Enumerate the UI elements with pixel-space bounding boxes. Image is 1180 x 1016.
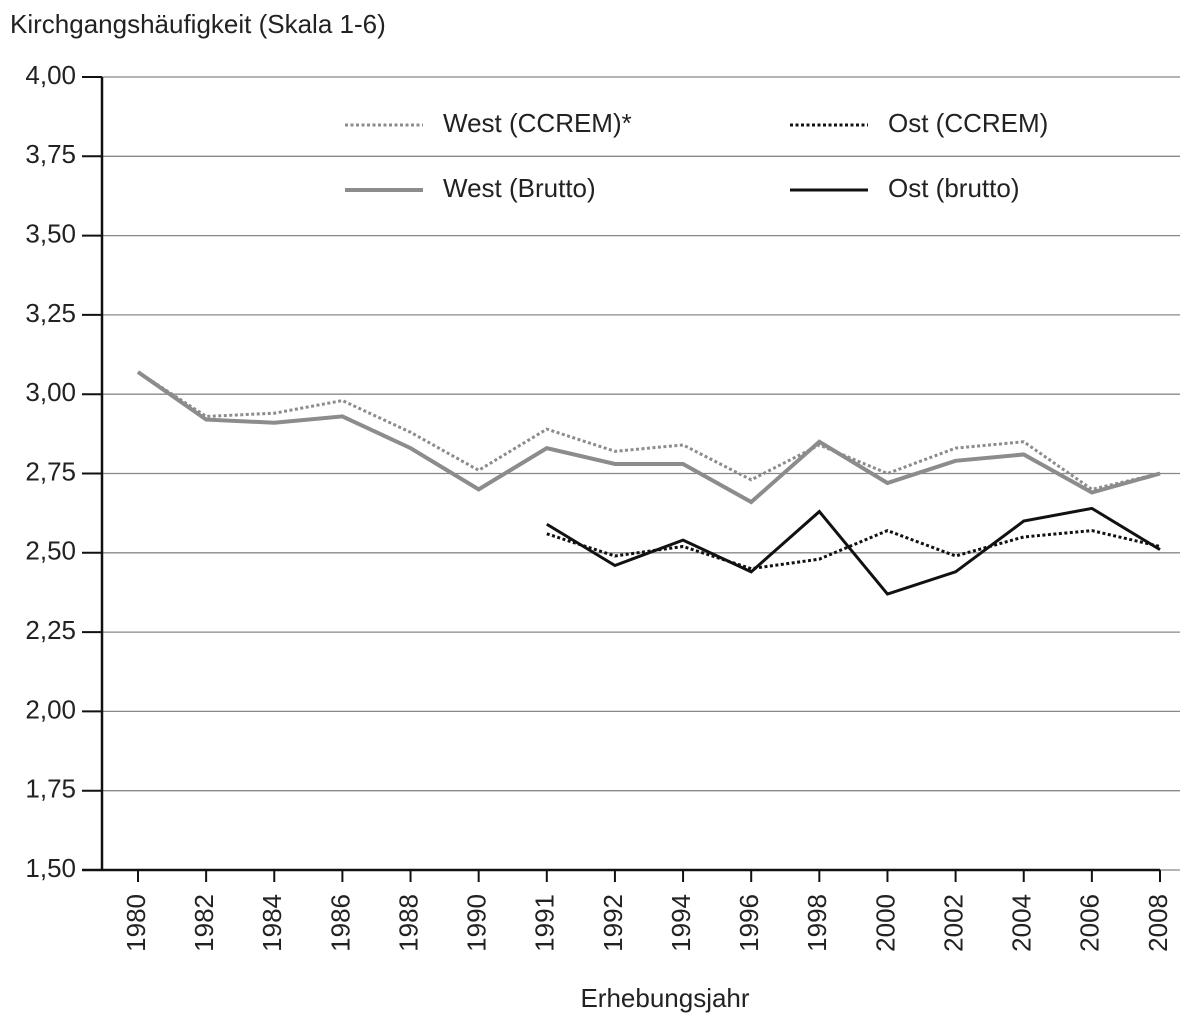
x-tick-label: 1980	[121, 894, 151, 952]
legend-label: Ost (CCREM)	[888, 108, 1048, 138]
series-line	[137, 370, 1161, 491]
x-tick-label: 2004	[1007, 894, 1037, 952]
x-tick-label: 1986	[325, 894, 355, 952]
y-tick-label: 3,50	[25, 218, 76, 248]
y-tick-label: 2,75	[25, 456, 76, 486]
x-tick-label: 2002	[938, 894, 968, 952]
y-tick-label: 2,00	[25, 694, 76, 724]
x-tick-label: 1984	[257, 894, 287, 952]
x-tick-label: 1982	[189, 894, 219, 952]
y-tick-label: 2,25	[25, 615, 76, 645]
y-tick-label: 3,75	[25, 139, 76, 169]
x-tick-label: 2000	[870, 894, 900, 952]
x-tick-label: 1994	[666, 894, 696, 952]
y-tick-label: 3,25	[25, 298, 76, 328]
legend-label: West (CCREM)*	[443, 108, 632, 138]
x-tick-label: 1992	[598, 894, 628, 952]
x-tick-label: 2008	[1143, 894, 1173, 952]
y-tick-label: 1,75	[25, 774, 76, 804]
y-tick-label: 4,00	[25, 60, 76, 90]
y-tick-label: 3,00	[25, 377, 76, 407]
x-tick-label: 1998	[802, 894, 832, 952]
y-tick-label: 2,50	[25, 536, 76, 566]
y-tick-label: 1,50	[25, 853, 76, 883]
series-line	[136, 370, 1161, 505]
chart-title: Kirchgangshäufigkeit (Skala 1-6)	[10, 9, 386, 39]
x-tick-label: 1988	[393, 894, 423, 952]
legend-label: West (Brutto)	[443, 173, 596, 203]
x-axis-label: Erhebungsjahr	[580, 983, 749, 1013]
series-line	[546, 528, 1161, 571]
series-line	[546, 506, 1161, 596]
x-tick-label: 1991	[530, 894, 560, 952]
legend-label: Ost (brutto)	[888, 173, 1019, 203]
x-tick-label: 1996	[734, 894, 764, 952]
x-tick-label: 1990	[462, 894, 492, 952]
x-tick-label: 2006	[1075, 894, 1105, 952]
